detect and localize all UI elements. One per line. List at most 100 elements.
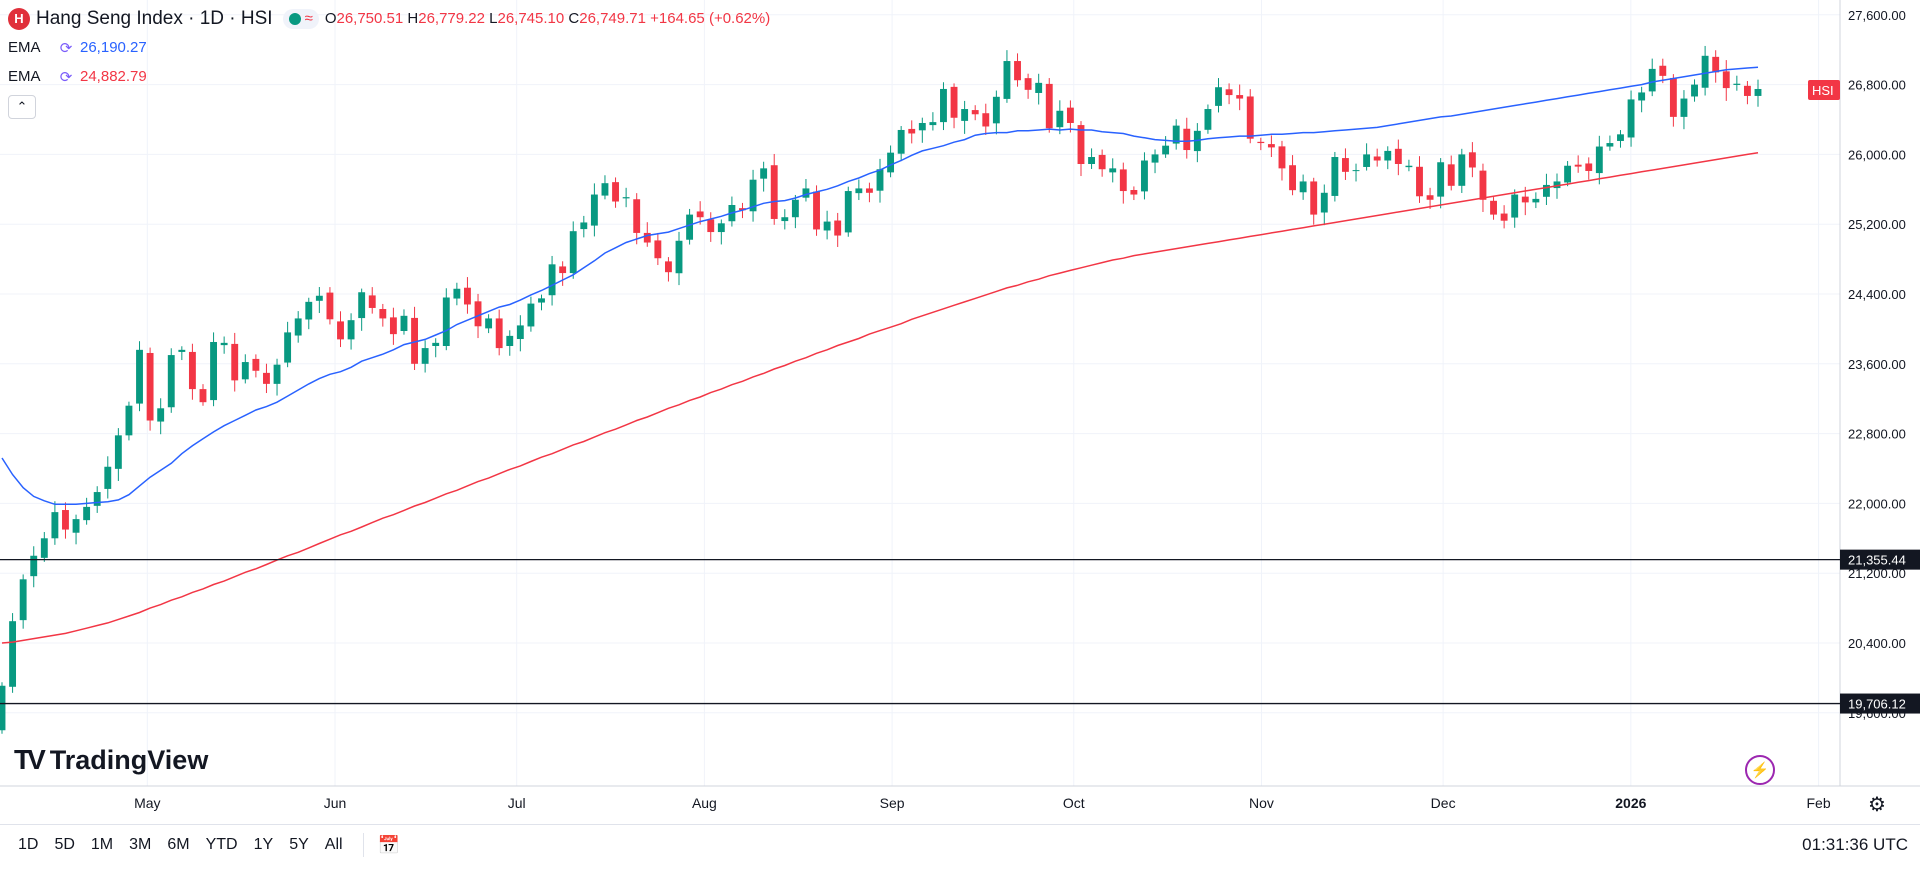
- time-tick-label: Jul: [508, 795, 526, 811]
- candle: [1342, 158, 1349, 172]
- candle: [1151, 154, 1159, 163]
- candle: [559, 266, 567, 274]
- range-1d-button[interactable]: 1D: [18, 836, 39, 853]
- time-tick-label: May: [134, 795, 160, 811]
- indicator-ema-fast[interactable]: EMA ⟳ 26,190.27: [8, 33, 770, 62]
- candle: [1320, 192, 1328, 213]
- candle: [241, 362, 249, 380]
- candle: [19, 579, 27, 621]
- symbol-title[interactable]: Hang Seng Index · 1D · HSI: [36, 7, 273, 29]
- candle: [1267, 144, 1275, 148]
- indicator-ema-slow[interactable]: EMA ⟳ 24,882.79: [8, 62, 770, 91]
- open-label: O: [324, 10, 337, 27]
- candle: [485, 318, 493, 329]
- level-label: 21,355.44: [1848, 553, 1906, 568]
- candle: [897, 129, 905, 154]
- candle: [813, 191, 820, 230]
- candle: [1627, 99, 1635, 138]
- candle: [1511, 194, 1519, 218]
- candle: [1130, 189, 1138, 195]
- last-price-tag: HSI: [1812, 83, 1834, 98]
- candle: [1088, 157, 1096, 164]
- candle: [1394, 148, 1402, 164]
- time-tick-label: Dec: [1431, 795, 1456, 811]
- range-all-button[interactable]: All: [324, 836, 343, 853]
- candle: [1733, 83, 1741, 85]
- candle: [844, 191, 852, 233]
- candle: [876, 169, 884, 191]
- candle: [1606, 143, 1614, 147]
- level-label: 19,706.12: [1848, 697, 1906, 712]
- collapse-legend-button[interactable]: ⌃: [8, 95, 36, 119]
- candle: [231, 343, 239, 381]
- candle: [1405, 165, 1413, 168]
- candle: [1162, 145, 1170, 155]
- candle: [633, 199, 641, 233]
- close-label: C: [568, 10, 580, 27]
- range-6m-button[interactable]: 6M: [167, 836, 190, 853]
- candle: [1574, 164, 1582, 167]
- candle: [1056, 110, 1064, 128]
- candle: [1447, 164, 1455, 186]
- range-5d-button[interactable]: 5D: [54, 836, 75, 853]
- candle: [612, 182, 619, 202]
- candle: [220, 342, 228, 346]
- candle: [1712, 56, 1720, 73]
- candle: [1183, 128, 1191, 151]
- candle: [368, 295, 376, 308]
- candle: [284, 332, 292, 363]
- candle: [114, 435, 122, 469]
- refresh-icon[interactable]: ⟳: [59, 39, 73, 57]
- candle: [929, 122, 937, 126]
- candle: [178, 349, 186, 352]
- settings-icon[interactable]: ⚙: [1868, 794, 1886, 816]
- range-ytd-button[interactable]: YTD: [205, 836, 238, 853]
- candle: [865, 188, 873, 193]
- candle: [358, 292, 366, 319]
- range-1m-button[interactable]: 1M: [90, 836, 114, 853]
- candle: [940, 88, 947, 123]
- candle: [1066, 107, 1074, 123]
- calendar-icon[interactable]: 📅: [377, 834, 400, 855]
- utc-clock[interactable]: 01:31:36 UTC: [1802, 835, 1908, 854]
- candle: [1532, 198, 1540, 203]
- price-tick-label: 19,600.00: [1848, 706, 1906, 721]
- candle: [516, 325, 524, 340]
- candle: [125, 405, 133, 436]
- range-3m-button[interactable]: 3M: [129, 836, 152, 853]
- market-open-icon: [288, 12, 301, 25]
- candle: [1468, 152, 1476, 168]
- close-value: 26,749.71: [579, 10, 646, 27]
- candle: [1426, 195, 1434, 200]
- candle: [1141, 160, 1148, 192]
- candle: [802, 188, 810, 198]
- candle: [749, 179, 757, 212]
- candle: [1236, 95, 1244, 99]
- candle: [580, 222, 588, 230]
- candle: [918, 122, 926, 131]
- candle: [887, 152, 895, 173]
- candle: [1014, 61, 1021, 81]
- candle: [601, 183, 609, 196]
- candle: [136, 349, 143, 404]
- candle: [252, 358, 260, 371]
- price-tick-label: 25,200.00: [1848, 217, 1906, 232]
- candle: [93, 492, 101, 506]
- range-5y-button[interactable]: 5Y: [289, 836, 309, 853]
- indicator-value: 26,190.27: [80, 39, 147, 56]
- candle: [971, 110, 979, 115]
- lightning-icon[interactable]: ⚡: [1745, 755, 1775, 785]
- candle: [707, 219, 715, 233]
- price-tick-label: 22,000.00: [1848, 496, 1906, 511]
- range-1y-button[interactable]: 1Y: [253, 836, 274, 853]
- tradingview-logo[interactable]: TV TradingView: [14, 744, 208, 776]
- candle: [30, 555, 38, 577]
- candle: [421, 348, 429, 364]
- refresh-icon[interactable]: ⟳: [59, 68, 73, 86]
- candle: [1595, 146, 1603, 174]
- price-tick-label: 21,200.00: [1848, 566, 1906, 581]
- candle: [527, 303, 535, 327]
- market-status[interactable]: ≈: [282, 8, 319, 29]
- candle: [1024, 78, 1032, 90]
